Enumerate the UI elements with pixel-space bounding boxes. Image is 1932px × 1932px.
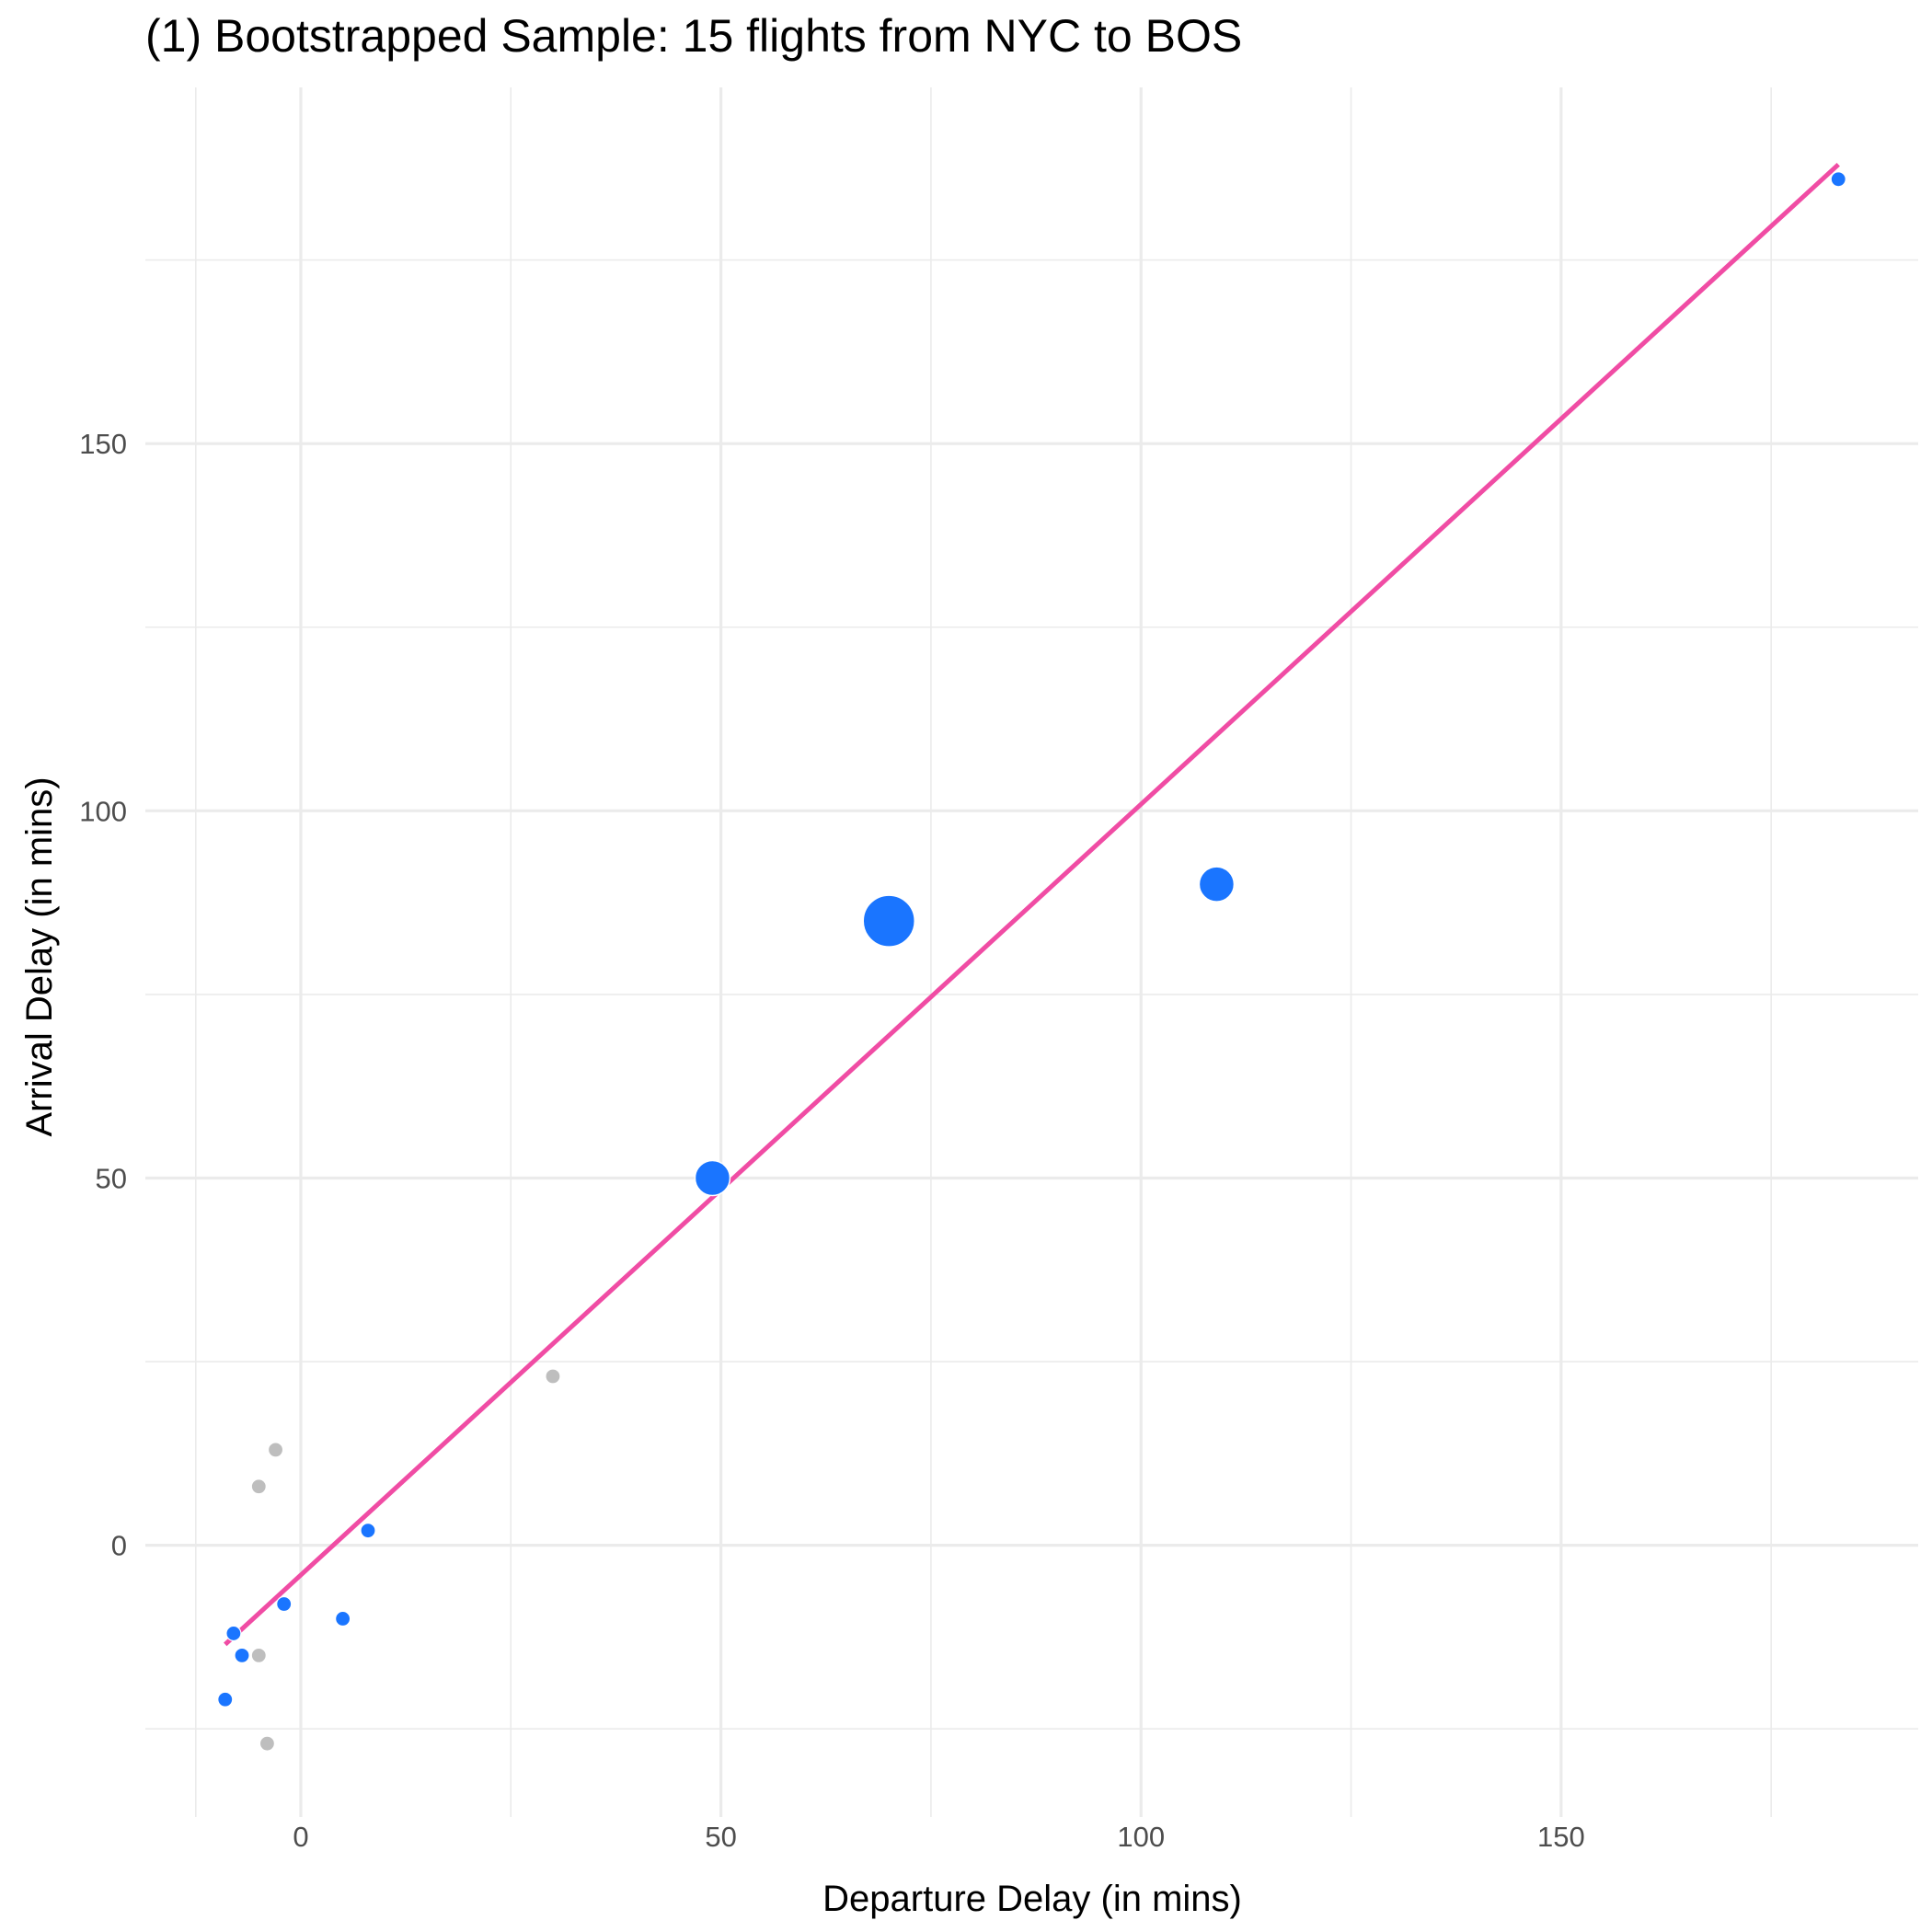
unselected-point bbox=[267, 1442, 284, 1458]
x-tick-label: 0 bbox=[293, 1821, 308, 1853]
unselected-point bbox=[250, 1478, 267, 1495]
selected-point bbox=[360, 1523, 376, 1539]
y-axis-title: Arrival Delay (in mins) bbox=[19, 776, 60, 1136]
x-tick-label: 100 bbox=[1117, 1821, 1165, 1853]
x-tick-labels: 0 50 100 150 bbox=[293, 1821, 1584, 1853]
unselected-point bbox=[545, 1368, 561, 1385]
unselected-point bbox=[259, 1735, 276, 1752]
chart-title: (1) Bootstrapped Sample: 15 flights from… bbox=[145, 10, 1242, 62]
selected-point bbox=[276, 1595, 293, 1613]
fit-line bbox=[224, 162, 1840, 1647]
y-tick-label: 50 bbox=[96, 1162, 127, 1194]
selected-point bbox=[1830, 171, 1846, 188]
selected-point bbox=[217, 1691, 234, 1708]
selected-point bbox=[335, 1610, 351, 1627]
grid-lines bbox=[145, 87, 1918, 1817]
selected-point bbox=[234, 1647, 250, 1663]
x-axis-title: Departure Delay (in mins) bbox=[822, 1879, 1242, 1919]
selected-point bbox=[694, 1159, 731, 1197]
y-tick-label: 0 bbox=[111, 1530, 127, 1562]
y-tick-label: 150 bbox=[79, 428, 127, 460]
x-tick-label: 50 bbox=[705, 1821, 736, 1853]
unselected-point bbox=[250, 1647, 267, 1663]
y-tick-label: 100 bbox=[79, 795, 127, 827]
y-tick-labels: 0 50 100 150 bbox=[79, 428, 127, 1561]
fit-line-layer bbox=[224, 162, 1840, 1647]
x-tick-label: 150 bbox=[1537, 1821, 1585, 1853]
selected-point bbox=[862, 894, 915, 948]
selected-point bbox=[225, 1625, 242, 1642]
selected-point bbox=[1198, 866, 1236, 903]
points-layer bbox=[217, 171, 1846, 1752]
